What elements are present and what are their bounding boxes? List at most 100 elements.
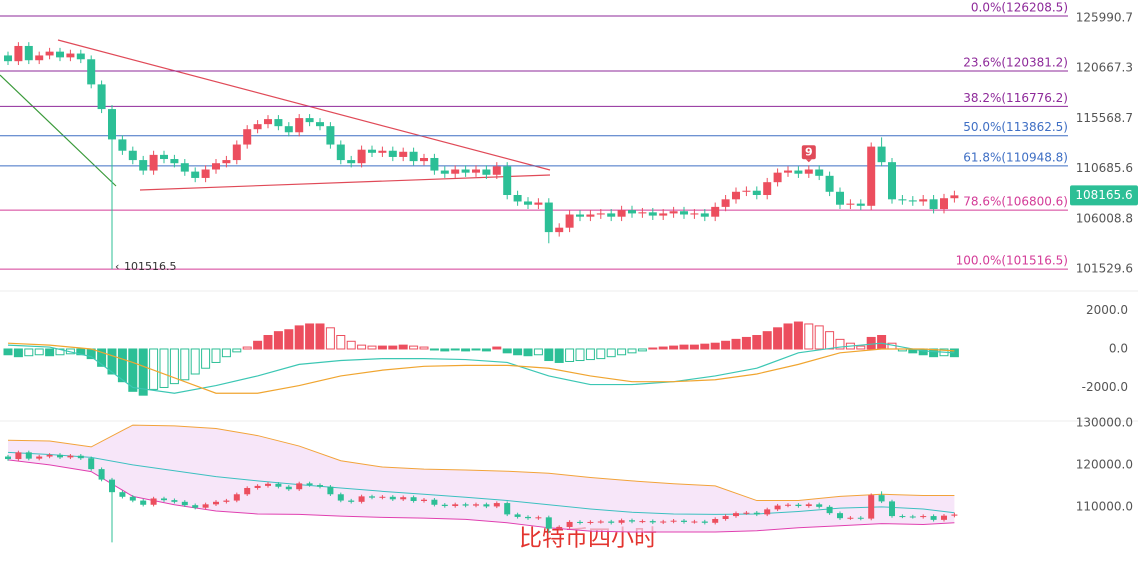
macd-bar (128, 348, 138, 392)
candle-body (139, 160, 148, 171)
macd-bar (409, 345, 419, 350)
macd-bar (783, 323, 793, 350)
macd-bar (835, 338, 845, 350)
candle-body (794, 170, 803, 174)
candle-body (440, 170, 449, 174)
mini-candle-body (743, 512, 750, 514)
mini-candle-body (701, 521, 708, 523)
mini-candle-body (691, 521, 698, 523)
macd-bar (721, 340, 731, 350)
mini-candle-body (597, 521, 604, 523)
candle-body (700, 213, 709, 217)
y-tick-label: 120000.0 (1076, 457, 1133, 471)
mini-candle-body (909, 516, 916, 518)
macd-bar (669, 345, 679, 350)
macd-bar (710, 342, 720, 350)
y-tick-label: -2000.0 (1082, 380, 1128, 394)
candle-body (368, 149, 376, 153)
macd-bar (585, 348, 595, 361)
candle-body (513, 195, 522, 202)
mini-candle-body (795, 504, 802, 507)
macd-bar (388, 345, 398, 350)
mini-candle-body (348, 500, 355, 502)
mini-candle-body (618, 520, 625, 523)
mini-candle-body (920, 516, 927, 518)
macd-bar (533, 348, 543, 356)
macd-bar (419, 346, 429, 350)
candle-body (305, 118, 314, 123)
candle-body (908, 200, 917, 202)
candle-body (898, 199, 907, 201)
candle-body (711, 206, 720, 217)
mini-candle-body (140, 500, 147, 505)
candle-body (888, 162, 896, 200)
macd-bar (232, 348, 242, 353)
candle-body (856, 203, 865, 206)
candle-body (430, 157, 439, 171)
mini-candle-body (88, 458, 95, 470)
mini-candle-body (681, 520, 687, 522)
macd-bar (273, 331, 283, 350)
candle-body (243, 129, 252, 145)
mini-candle-body (473, 504, 479, 506)
candle-body (628, 210, 636, 214)
candle-body (669, 211, 678, 214)
candle-body (773, 172, 782, 183)
macd-bar (138, 348, 148, 396)
candle-body (555, 227, 564, 233)
mini-candle-body (181, 501, 188, 506)
candle-body (815, 169, 824, 176)
y-tick-label: 130000.0 (1076, 415, 1133, 429)
trend-line (57, 39, 551, 171)
candle-body (191, 171, 200, 178)
mini-candle-body (483, 504, 490, 507)
y-tick-label: 125990.7 (1076, 11, 1133, 25)
candle-body (284, 126, 293, 133)
candle-body (929, 199, 938, 210)
y-tick-label: 120667.3 (1076, 61, 1133, 75)
mini-candle-body (306, 483, 313, 486)
mini-candle-body (847, 517, 854, 519)
candle-body (264, 119, 272, 125)
macd-bar (731, 338, 741, 350)
fib-label: 23.6%(120381.2) (963, 55, 1068, 69)
macd-bar (367, 345, 377, 350)
candle-body (295, 118, 304, 133)
candle-body (87, 59, 96, 85)
signal-label: 9 (805, 145, 813, 158)
macd-bar (97, 348, 107, 367)
mini-candle-body (46, 454, 53, 457)
mini-candle-body (161, 498, 167, 501)
candle-body (825, 175, 834, 192)
mini-candle-body (899, 516, 906, 518)
macd-bar (492, 346, 502, 350)
macd-bar (575, 348, 585, 362)
candle-body (836, 191, 844, 205)
macd-bar (929, 348, 939, 358)
mini-candle-body (493, 503, 500, 507)
band-fill (8, 425, 955, 533)
macd-bar (180, 348, 190, 381)
macd-bar (773, 327, 783, 350)
candle-body (752, 190, 761, 196)
candle-body (149, 154, 158, 171)
mini-candle-body (265, 483, 271, 486)
macd-bar (825, 331, 835, 350)
mini-candle-body (837, 513, 843, 519)
candle-body (617, 210, 626, 217)
candle-body (544, 202, 553, 233)
mini-candle-body (785, 504, 791, 506)
candle-body (638, 212, 647, 214)
candle-body (253, 124, 262, 130)
candle-body (680, 211, 688, 215)
mini-candle-body (369, 496, 375, 498)
macd-bar (544, 348, 554, 362)
candle-body (212, 163, 220, 170)
macd-bar (617, 348, 627, 356)
candle-body (24, 45, 33, 61)
trend-line (0, 74, 117, 187)
mini-candle-body (545, 517, 552, 529)
mini-candle-body (857, 517, 864, 519)
mini-candle-body (660, 521, 667, 523)
